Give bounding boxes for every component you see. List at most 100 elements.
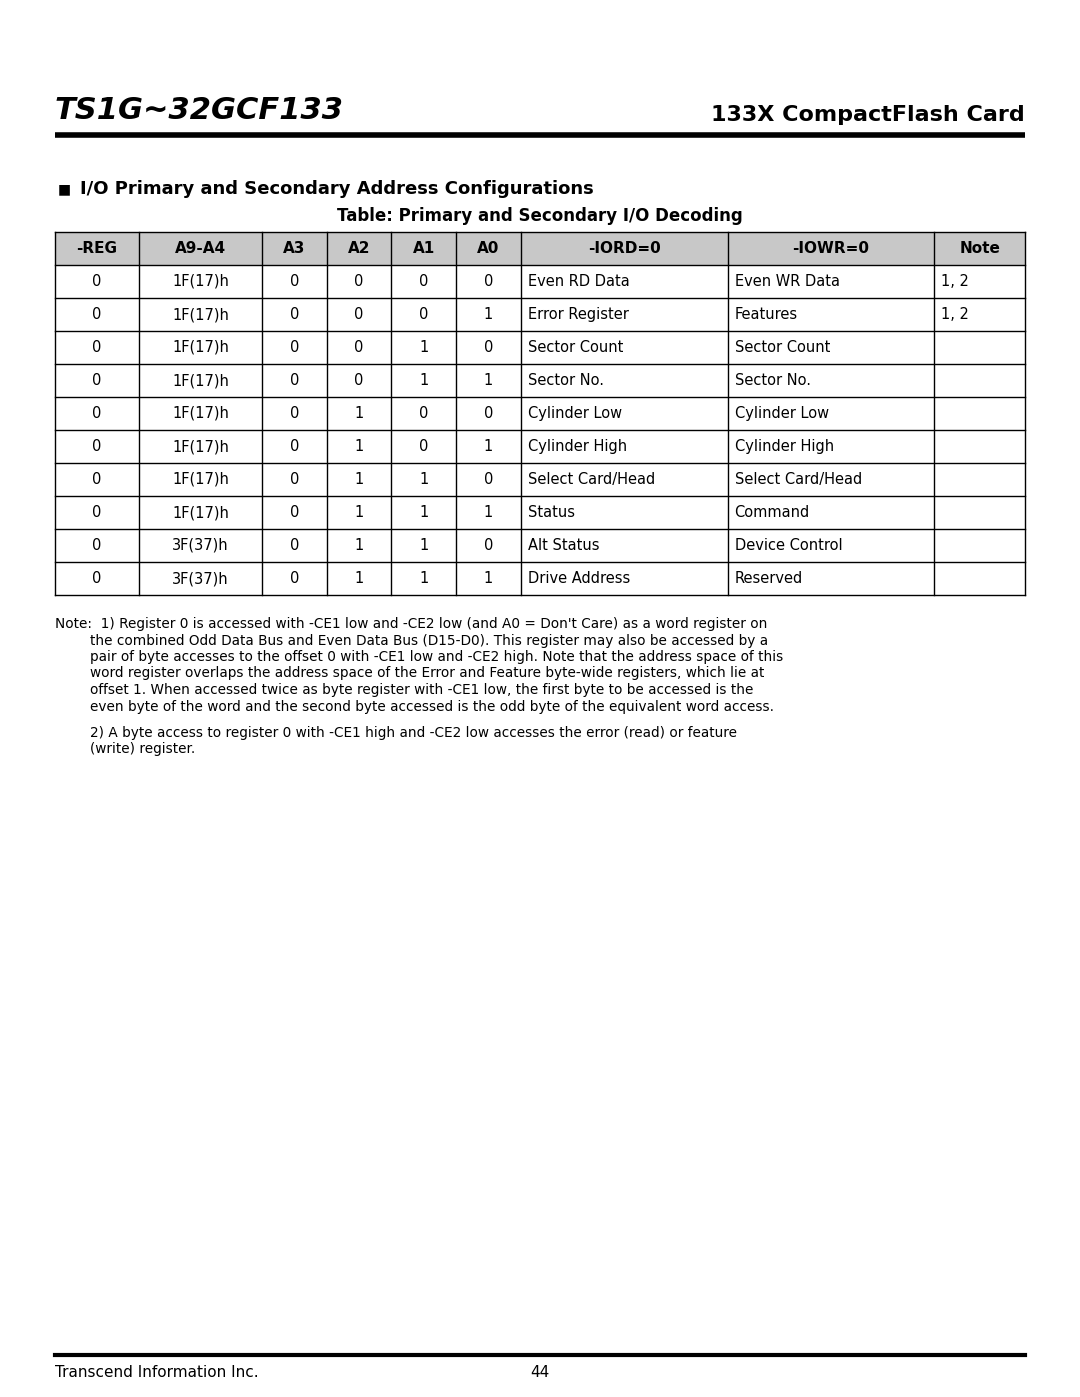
Text: Cylinder High: Cylinder High — [528, 439, 626, 454]
Text: A1: A1 — [413, 242, 435, 256]
Text: Status: Status — [528, 504, 575, 520]
Text: 1F(17)h: 1F(17)h — [172, 373, 229, 388]
Text: 1: 1 — [484, 504, 492, 520]
Text: 1F(17)h: 1F(17)h — [172, 439, 229, 454]
Text: 133X CompactFlash Card: 133X CompactFlash Card — [712, 105, 1025, 124]
Text: 1: 1 — [354, 472, 364, 488]
Text: 0: 0 — [289, 472, 299, 488]
Text: 1F(17)h: 1F(17)h — [172, 307, 229, 321]
Text: Note: Note — [959, 242, 1000, 256]
Text: 1: 1 — [354, 571, 364, 585]
Text: word register overlaps the address space of the Error and Feature byte-wide regi: word register overlaps the address space… — [55, 666, 765, 680]
Text: I/O Primary and Secondary Address Configurations: I/O Primary and Secondary Address Config… — [80, 180, 594, 198]
Text: Cylinder High: Cylinder High — [734, 439, 834, 454]
Text: 0: 0 — [354, 307, 364, 321]
Text: 0: 0 — [484, 339, 492, 355]
Text: 1: 1 — [484, 307, 492, 321]
Text: TS1G~32GCF133: TS1G~32GCF133 — [55, 96, 345, 124]
Text: (write) register.: (write) register. — [55, 742, 195, 756]
Text: 0: 0 — [289, 307, 299, 321]
Text: Sector Count: Sector Count — [528, 339, 623, 355]
Text: Reserved: Reserved — [734, 571, 802, 585]
Text: 0: 0 — [484, 274, 492, 289]
Text: Sector Count: Sector Count — [734, 339, 829, 355]
Text: 44: 44 — [530, 1365, 550, 1380]
Text: 1F(17)h: 1F(17)h — [172, 274, 229, 289]
Text: 1F(17)h: 1F(17)h — [172, 407, 229, 420]
Text: Sector No.: Sector No. — [528, 373, 604, 388]
Text: 0: 0 — [354, 373, 364, 388]
Text: 2) A byte access to register 0 with -CE1 high and -CE2 low accesses the error (r: 2) A byte access to register 0 with -CE1… — [55, 726, 737, 740]
Text: Select Card/Head: Select Card/Head — [528, 472, 654, 488]
Text: Command: Command — [734, 504, 810, 520]
Text: 0: 0 — [93, 373, 102, 388]
Text: 1F(17)h: 1F(17)h — [172, 504, 229, 520]
Text: 0: 0 — [93, 538, 102, 553]
Text: -IORD=0: -IORD=0 — [588, 242, 661, 256]
Text: A0: A0 — [477, 242, 499, 256]
Text: 1: 1 — [354, 407, 364, 420]
Text: 0: 0 — [93, 571, 102, 585]
Text: Cylinder Low: Cylinder Low — [734, 407, 828, 420]
Text: 0: 0 — [484, 472, 492, 488]
Text: 0: 0 — [93, 407, 102, 420]
Text: 1, 2: 1, 2 — [942, 274, 970, 289]
Text: 0: 0 — [289, 504, 299, 520]
Text: 1: 1 — [354, 504, 364, 520]
Text: 1: 1 — [419, 339, 429, 355]
Text: 1: 1 — [419, 538, 429, 553]
Text: 0: 0 — [289, 339, 299, 355]
Text: 0: 0 — [289, 538, 299, 553]
Text: 1: 1 — [419, 373, 429, 388]
Text: Alt Status: Alt Status — [528, 538, 599, 553]
Text: 0: 0 — [484, 407, 492, 420]
Text: -IOWR=0: -IOWR=0 — [793, 242, 869, 256]
Text: 0: 0 — [419, 407, 429, 420]
Text: 0: 0 — [354, 339, 364, 355]
Text: 0: 0 — [289, 571, 299, 585]
Text: offset 1. When accessed twice as byte register with -CE1 low, the first byte to : offset 1. When accessed twice as byte re… — [55, 683, 754, 697]
Text: pair of byte accesses to the offset 0 with -CE1 low and -CE2 high. Note that the: pair of byte accesses to the offset 0 wi… — [55, 650, 783, 664]
Text: A2: A2 — [348, 242, 370, 256]
Text: 1F(17)h: 1F(17)h — [172, 339, 229, 355]
Text: A9-A4: A9-A4 — [175, 242, 226, 256]
Text: 0: 0 — [419, 307, 429, 321]
Text: 0: 0 — [419, 274, 429, 289]
Text: Transcend Information Inc.: Transcend Information Inc. — [55, 1365, 258, 1380]
Text: 1: 1 — [484, 439, 492, 454]
Text: 0: 0 — [93, 504, 102, 520]
Text: even byte of the word and the second byte accessed is the odd byte of the equiva: even byte of the word and the second byt… — [55, 700, 774, 714]
Text: 1, 2: 1, 2 — [942, 307, 970, 321]
Text: 1: 1 — [354, 439, 364, 454]
Text: A3: A3 — [283, 242, 306, 256]
Text: 0: 0 — [93, 439, 102, 454]
Text: Cylinder Low: Cylinder Low — [528, 407, 622, 420]
Text: -REG: -REG — [77, 242, 118, 256]
Text: 0: 0 — [93, 307, 102, 321]
Text: 0: 0 — [93, 274, 102, 289]
Text: 0: 0 — [93, 472, 102, 488]
Text: 0: 0 — [289, 274, 299, 289]
Text: 0: 0 — [484, 538, 492, 553]
Text: 1: 1 — [419, 472, 429, 488]
Text: 1F(17)h: 1F(17)h — [172, 472, 229, 488]
Text: 1: 1 — [419, 571, 429, 585]
Text: Select Card/Head: Select Card/Head — [734, 472, 862, 488]
Text: Even WR Data: Even WR Data — [734, 274, 839, 289]
Bar — [55, 232, 1025, 265]
Text: 0: 0 — [289, 407, 299, 420]
Text: 1: 1 — [484, 571, 492, 585]
Text: 3F(37)h: 3F(37)h — [172, 571, 229, 585]
Text: the combined Odd Data Bus and Even Data Bus (D15-D0). This register may also be : the combined Odd Data Bus and Even Data … — [55, 633, 768, 647]
Text: ■: ■ — [58, 182, 71, 196]
Text: Note:  1) Register 0 is accessed with -CE1 low and -CE2 low (and A0 = Don't Care: Note: 1) Register 0 is accessed with -CE… — [55, 617, 768, 631]
Text: 0: 0 — [289, 439, 299, 454]
Text: Table: Primary and Secondary I/O Decoding: Table: Primary and Secondary I/O Decodin… — [337, 207, 743, 225]
Text: Error Register: Error Register — [528, 307, 629, 321]
Text: 0: 0 — [289, 373, 299, 388]
Text: 1: 1 — [484, 373, 492, 388]
Text: Device Control: Device Control — [734, 538, 842, 553]
Text: 1: 1 — [419, 504, 429, 520]
Text: 3F(37)h: 3F(37)h — [172, 538, 229, 553]
Text: 0: 0 — [419, 439, 429, 454]
